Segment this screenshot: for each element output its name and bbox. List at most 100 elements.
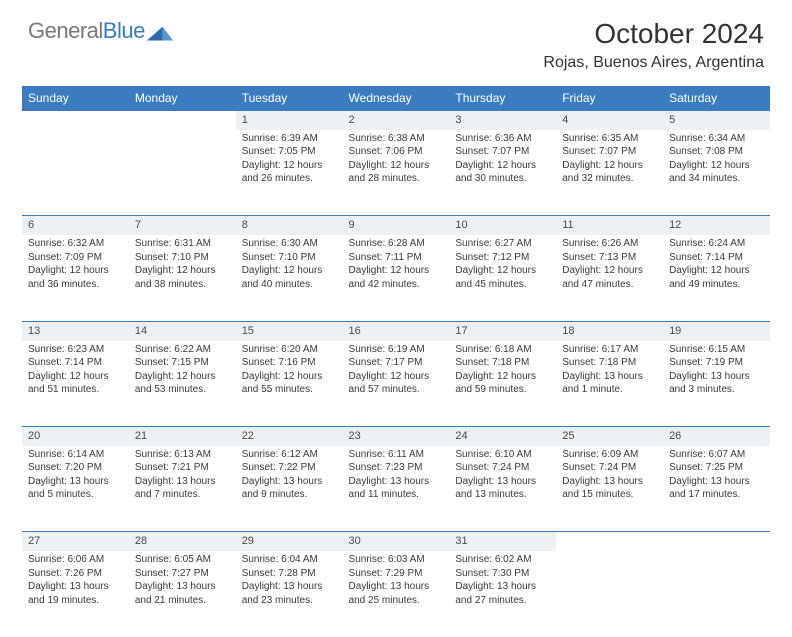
content-row: Sunrise: 6:32 AMSunset: 7:09 PMDaylight:… <box>22 235 770 321</box>
sunset-line: Sunset: 7:06 PM <box>349 145 444 159</box>
day-number: 25 <box>556 427 663 446</box>
day-cell: Sunrise: 6:09 AMSunset: 7:24 PMDaylight:… <box>556 446 663 532</box>
daylight-line: Daylight: 13 hours and 21 minutes. <box>135 580 230 607</box>
day-cell: Sunrise: 6:02 AMSunset: 7:30 PMDaylight:… <box>449 551 556 637</box>
sunrise-line: Sunrise: 6:14 AM <box>28 448 123 462</box>
day-cell: Sunrise: 6:20 AMSunset: 7:16 PMDaylight:… <box>236 341 343 427</box>
day-empty <box>663 551 770 637</box>
daylight-line: Daylight: 12 hours and 30 minutes. <box>455 159 550 186</box>
day-cell: Sunrise: 6:11 AMSunset: 7:23 PMDaylight:… <box>343 446 450 532</box>
sunset-line: Sunset: 7:17 PM <box>349 356 444 370</box>
day-cell: Sunrise: 6:34 AMSunset: 7:08 PMDaylight:… <box>663 130 770 216</box>
day-number: 24 <box>449 427 556 446</box>
sunset-line: Sunset: 7:22 PM <box>242 461 337 475</box>
weekday-header: Friday <box>556 86 663 111</box>
sunset-line: Sunset: 7:14 PM <box>669 251 764 265</box>
daylight-line: Daylight: 12 hours and 34 minutes. <box>669 159 764 186</box>
day-number: 30 <box>343 532 450 551</box>
content-row: Sunrise: 6:23 AMSunset: 7:14 PMDaylight:… <box>22 341 770 427</box>
day-empty <box>556 551 663 637</box>
day-cell: Sunrise: 6:28 AMSunset: 7:11 PMDaylight:… <box>343 235 450 321</box>
sunset-line: Sunset: 7:24 PM <box>455 461 550 475</box>
daylight-line: Daylight: 12 hours and 57 minutes. <box>349 370 444 397</box>
day-cell: Sunrise: 6:35 AMSunset: 7:07 PMDaylight:… <box>556 130 663 216</box>
sunset-line: Sunset: 7:10 PM <box>242 251 337 265</box>
sunset-line: Sunset: 7:14 PM <box>28 356 123 370</box>
sunrise-line: Sunrise: 6:13 AM <box>135 448 230 462</box>
sunset-line: Sunset: 7:07 PM <box>562 145 657 159</box>
day-empty <box>129 130 236 216</box>
daylight-line: Daylight: 13 hours and 25 minutes. <box>349 580 444 607</box>
weekday-header: Thursday <box>449 86 556 111</box>
day-number: 8 <box>236 216 343 235</box>
day-cell: Sunrise: 6:14 AMSunset: 7:20 PMDaylight:… <box>22 446 129 532</box>
sunset-line: Sunset: 7:27 PM <box>135 567 230 581</box>
content-row: Sunrise: 6:14 AMSunset: 7:20 PM Daylight:… <box>22 446 770 532</box>
day-number: 4 <box>556 111 663 130</box>
sunset-line: Sunset: 7:08 PM <box>669 145 764 159</box>
weekday-header: Saturday <box>663 86 770 111</box>
daylight-line: Daylight: 12 hours and 40 minutes. <box>242 264 337 291</box>
sunrise-line: Sunrise: 6:39 AM <box>242 132 337 146</box>
daylight-line: Daylight: 12 hours and 49 minutes. <box>669 264 764 291</box>
day-number: 1 <box>236 111 343 130</box>
day-empty <box>129 111 236 130</box>
brand-name: GeneralBlue <box>28 18 145 44</box>
daynum-row: 12345 <box>22 111 770 130</box>
sunrise-line: Sunrise: 6:11 AM <box>349 448 444 462</box>
sunrise-line: Sunrise: 6:26 AM <box>562 237 657 251</box>
day-number: 15 <box>236 321 343 340</box>
daynum-row: 13141516171819 <box>22 321 770 340</box>
sunrise-line: Sunrise: 6:34 AM <box>669 132 764 146</box>
daylight-line: Daylight: 12 hours and 45 minutes. <box>455 264 550 291</box>
daylight-line: Daylight: 13 hours and 13 minutes. <box>455 475 550 502</box>
day-cell: Sunrise: 6:22 AMSunset: 7:15 PMDaylight:… <box>129 341 236 427</box>
sunrise-line: Sunrise: 6:31 AM <box>135 237 230 251</box>
sunset-line: Sunset: 7:11 PM <box>349 251 444 265</box>
sunrise-line: Sunrise: 6:35 AM <box>562 132 657 146</box>
brand-logo: GeneralBlue <box>28 18 173 44</box>
sunrise-line: Sunrise: 6:19 AM <box>349 343 444 357</box>
month-title: October 2024 <box>543 18 764 50</box>
day-empty <box>22 130 129 216</box>
calendar-table: SundayMondayTuesdayWednesdayThursdayFrid… <box>22 86 770 637</box>
day-number: 3 <box>449 111 556 130</box>
sunrise-line: Sunrise: 6:04 AM <box>242 553 337 567</box>
sunrise-line: Sunrise: 6:12 AM <box>242 448 337 462</box>
daylight-line: Daylight: 13 hours and 11 minutes. <box>349 475 444 502</box>
daylight-line: Daylight: 12 hours and 47 minutes. <box>562 264 657 291</box>
day-empty <box>556 532 663 551</box>
sunrise-line: Sunrise: 6:20 AM <box>242 343 337 357</box>
daylight-line: Daylight: 13 hours and 7 minutes. <box>135 475 230 502</box>
day-number: 17 <box>449 321 556 340</box>
sunset-line: Sunset: 7:20 PM <box>28 461 123 475</box>
day-cell: Sunrise: 6:07 AMSunset: 7:25 PMDaylight:… <box>663 446 770 532</box>
day-number: 31 <box>449 532 556 551</box>
day-number: 28 <box>129 532 236 551</box>
sunset-line: Sunset: 7:12 PM <box>455 251 550 265</box>
sunrise-line: Sunrise: 6:32 AM <box>28 237 123 251</box>
header: GeneralBlue October 2024 Rojas, Buenos A… <box>0 0 792 78</box>
day-number: 29 <box>236 532 343 551</box>
day-number: 13 <box>22 321 129 340</box>
daylight-line: Daylight: 13 hours and 19 minutes. <box>28 580 123 607</box>
content-row: Sunrise: 6:39 AMSunset: 7:05 PMDaylight:… <box>22 130 770 216</box>
day-cell: Sunrise: 6:38 AMSunset: 7:06 PMDaylight:… <box>343 130 450 216</box>
daylight-line: Daylight: 12 hours and 38 minutes. <box>135 264 230 291</box>
day-number: 9 <box>343 216 450 235</box>
sunset-line: Sunset: 7:30 PM <box>455 567 550 581</box>
sunrise-line: Sunrise: 6:03 AM <box>349 553 444 567</box>
day-cell: Sunrise: 6:23 AMSunset: 7:14 PMDaylight:… <box>22 341 129 427</box>
daylight-line: Daylight: 12 hours and 36 minutes. <box>28 264 123 291</box>
day-number: 10 <box>449 216 556 235</box>
weekday-header: Wednesday <box>343 86 450 111</box>
sunrise-line: Sunrise: 6:38 AM <box>349 132 444 146</box>
day-number: 16 <box>343 321 450 340</box>
day-number: 27 <box>22 532 129 551</box>
day-cell: Sunrise: 6:39 AMSunset: 7:05 PMDaylight:… <box>236 130 343 216</box>
day-cell: Sunrise: 6:31 AMSunset: 7:10 PMDaylight:… <box>129 235 236 321</box>
sunset-line: Sunset: 7:16 PM <box>242 356 337 370</box>
daylight-line: Daylight: 12 hours and 42 minutes. <box>349 264 444 291</box>
day-cell: Sunrise: 6:12 AMSunset: 7:22 PMDaylight:… <box>236 446 343 532</box>
sunset-line: Sunset: 7:09 PM <box>28 251 123 265</box>
